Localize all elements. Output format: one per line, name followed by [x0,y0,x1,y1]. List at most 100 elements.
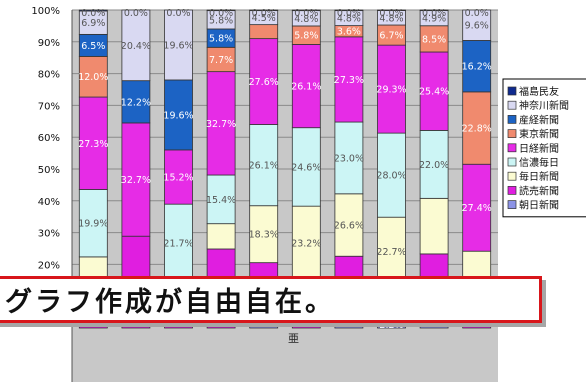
y-tick-label: 100% [31,6,60,17]
data-label: 27.3% [334,75,364,86]
bar-segment [462,40,492,93]
legend-swatch [507,171,517,181]
bar-segment [291,44,321,129]
data-label: 7.7% [209,55,233,66]
data-label: 26.1% [291,82,321,93]
bar-segment [78,256,108,278]
bar-segment [419,197,449,255]
legend-label: 朝日新聞 [519,199,559,212]
bar-segment [334,9,364,12]
bar-segment [419,9,449,12]
data-label: 4.8% [379,13,403,24]
data-label: 6.7% [379,31,403,42]
data-label: 27.6% [249,77,279,88]
data-label: 22.0% [419,160,449,171]
data-label: 2.2% [379,320,403,331]
data-label: 22.7% [376,247,406,258]
legend-label: 東京新聞 [519,128,559,141]
legend-swatch [507,186,517,195]
data-label: 27.4% [462,203,492,214]
bar-segment [419,25,449,53]
data-label: 0.0% [294,8,318,19]
legend-label: 福島民友 [519,85,559,98]
data-label: 19.6% [163,110,193,121]
legend-swatch [507,115,517,124]
data-label: 3.6% [337,27,361,38]
y-tick-label: 90% [38,38,60,49]
y-tick-label: 70% [38,101,60,112]
legend-swatch [507,129,517,138]
data-label: 6.9% [81,18,105,29]
data-label: 18.3% [249,230,279,241]
data-label: 23.0% [334,153,364,164]
y-tick-label: 80% [38,70,60,81]
y-tick-label: 50% [38,165,60,176]
data-label: 12.2% [121,97,151,108]
data-label: 19.9% [78,219,108,230]
data-label: 6.5% [81,41,105,52]
data-label: 4.8% [337,14,361,25]
legend-swatch [507,100,517,110]
bar-segment [462,9,492,41]
bar-segment [334,36,364,123]
legend-swatch [507,86,517,96]
bar-segment [206,46,236,73]
legend-box [502,78,586,218]
data-label: 12.0% [78,72,108,83]
data-label: 0.0% [422,8,446,19]
legend-swatch [507,143,517,153]
data-label: 24.6% [291,162,321,173]
bar-segment [249,9,279,12]
legend-label: 毎日新聞 [519,170,559,183]
bar-segment [206,223,236,250]
y-tick-label: 20% [38,260,60,271]
data-label: 29.3% [376,85,406,96]
bar-segment [78,96,108,190]
data-label: 20.4% [121,41,151,52]
y-tick-label: 30% [38,229,60,240]
caption-text: グラフ作成が自由自在。 [5,287,335,318]
bar-segment [121,80,151,124]
legend-label: 日経新聞 [519,142,559,155]
bar-segment [249,124,279,207]
data-label: 32.7% [121,175,151,186]
legend-label: 読売新聞 [519,184,559,197]
data-label: 15.4% [206,195,236,206]
data-label: 28.0% [376,171,406,182]
data-label: 26.1% [249,161,279,172]
bar-segment [377,44,406,134]
bar-segment [462,91,492,165]
bar-segment [164,79,193,151]
caption-banner: グラフ作成が自由自在。 [0,276,542,323]
bar-segment [291,205,321,281]
data-label: 0.0% [209,8,233,19]
data-label: 23.2% [291,239,321,250]
legend-label: 信濃毎日 [519,156,559,169]
bar-segment [249,38,279,125]
bar-segment [377,9,406,12]
data-label: 0.0% [81,8,105,19]
data-label: 5.8% [209,34,233,45]
legend-label: 産経新聞 [519,113,559,126]
bar-segment [78,9,108,12]
data-label: 0.0% [252,8,276,19]
bar-segment [249,205,279,264]
bar-segment [164,149,193,205]
bar-segment [164,9,193,81]
bar-segment [249,24,279,40]
y-tick-label: 40% [38,197,60,208]
data-label: 4.8% [294,14,318,25]
data-label: 0.0% [465,8,489,19]
bar-segment [291,9,321,12]
data-label: 22.8% [462,124,492,135]
data-label: 9.6% [465,21,489,32]
data-label: 19.6% [163,40,193,51]
bar-segment [291,127,321,207]
data-label: 0.0% [166,8,190,19]
legend-label: 神奈川新聞 [519,99,569,112]
data-label: 5.8% [209,15,233,26]
data-label: 4.5% [252,13,276,24]
data-label: 26.6% [334,221,364,232]
data-label: 27.3% [78,139,108,150]
